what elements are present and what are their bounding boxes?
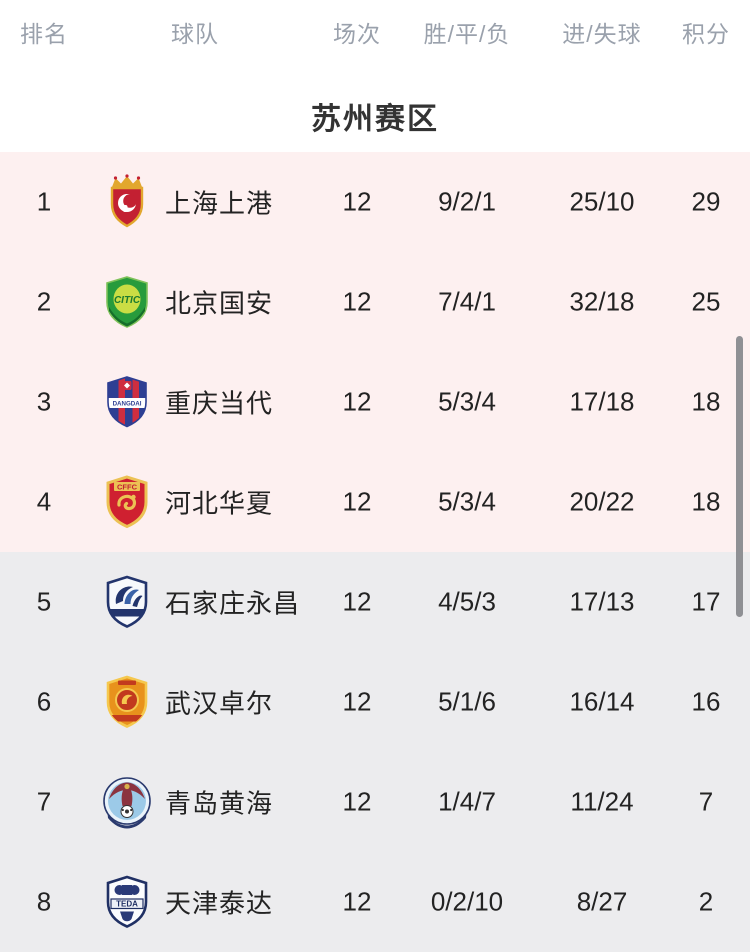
svg-text:CFFC: CFFC: [117, 482, 138, 491]
goals-for-against: 17/18: [569, 386, 635, 417]
beijing-guoan-crest-icon: CITIC: [100, 272, 154, 332]
table-row[interactable]: 5 石家庄永昌 12 4/5/3 17/13 17: [0, 552, 750, 652]
goals-for-against: 20/22: [569, 486, 635, 517]
column-header-matches: 场次: [333, 21, 381, 47]
qingdao-huanghai-crest-icon: [100, 772, 154, 832]
matches-played: 12: [342, 886, 372, 917]
svg-text:DANGDAI: DANGDAI: [113, 401, 142, 408]
column-header-rank: 排名: [20, 21, 68, 47]
svg-text:CITIC: CITIC: [114, 295, 141, 306]
goals-for-against: 17/13: [569, 586, 635, 617]
matches-played: 12: [342, 386, 372, 417]
win-draw-loss: 5/1/6: [438, 686, 496, 717]
goals-for-against: 8/27: [576, 886, 628, 917]
rank-value: 8: [36, 886, 52, 917]
goals-for-against: 11/24: [570, 786, 634, 817]
table-row[interactable]: 7 青岛黄海 12 1/4/7 11/24 7: [0, 752, 750, 852]
rank-value: 7: [36, 786, 52, 817]
win-draw-loss: 1/4/7: [438, 786, 496, 817]
hebei-huaxia-crest-icon: CFFC: [100, 472, 154, 532]
team-name: 武汉卓尔: [165, 688, 274, 719]
points-value: 16: [691, 686, 721, 717]
team-name: 石家庄永昌: [165, 588, 301, 619]
shijiazhuang-yongchang-crest-icon: [100, 572, 154, 632]
table-header-row: 排名 球队 场次 胜/平/负 进/失球 积分: [0, 0, 750, 64]
table-row[interactable]: 6 武汉卓尔 12 5/1/6 16/14 16: [0, 652, 750, 752]
win-draw-loss: 4/5/3: [438, 586, 496, 617]
team-name: 河北华夏: [165, 488, 274, 519]
matches-played: 12: [342, 686, 372, 717]
matches-played: 12: [342, 486, 372, 517]
goals-for-against: 32/18: [569, 286, 635, 317]
column-header-points: 积分: [682, 21, 730, 47]
scrollbar-thumb[interactable]: [736, 336, 743, 617]
rank-value: 6: [36, 686, 52, 717]
table-row[interactable]: 1 上海上港 12 9/2/1 25/10 29: [0, 152, 750, 252]
rank-value: 3: [36, 386, 52, 417]
table-row[interactable]: 8 TEDA 天津泰达 12 0/2/10 8/27 2: [0, 852, 750, 952]
rank-value: 1: [36, 186, 52, 217]
svg-text:TEDA: TEDA: [116, 900, 138, 909]
section-title: 苏州赛区: [311, 103, 439, 136]
table-row[interactable]: 4 CFFC 河北华夏 12 5/3/4 20/22 18: [0, 452, 750, 552]
column-header-win-draw-loss: 胜/平/负: [423, 21, 511, 47]
matches-played: 12: [342, 286, 372, 317]
chongqing-dangdai-crest-icon: DANGDAI: [100, 372, 154, 432]
wuhan-zall-crest-icon: [100, 672, 154, 732]
rank-value: 5: [36, 586, 52, 617]
points-value: 17: [691, 586, 721, 617]
standings-table: 1 上海上港 12 9/2/1 25/10 29 2: [0, 152, 750, 952]
matches-played: 12: [342, 586, 372, 617]
points-value: 18: [691, 386, 721, 417]
matches-played: 12: [342, 786, 372, 817]
table-row[interactable]: 2 CITIC 北京国安 12 7/4/1 32/18 25: [0, 252, 750, 352]
win-draw-loss: 7/4/1: [438, 286, 496, 317]
team-name: 上海上港: [165, 188, 274, 219]
goals-for-against: 16/14: [569, 686, 635, 717]
points-value: 29: [691, 186, 721, 217]
column-header-goals-for-against: 进/失球: [562, 21, 642, 47]
rank-value: 2: [36, 286, 52, 317]
table-row[interactable]: 3 DANGDAI 重庆当代 12 5/3/: [0, 352, 750, 452]
column-header-team: 球队: [171, 21, 219, 47]
win-draw-loss: 0/2/10: [430, 886, 504, 917]
team-name: 重庆当代: [165, 388, 274, 419]
team-name: 北京国安: [165, 288, 274, 319]
win-draw-loss: 9/2/1: [438, 186, 496, 217]
goals-for-against: 25/10: [569, 186, 635, 217]
points-value: 18: [691, 486, 721, 517]
win-draw-loss: 5/3/4: [438, 486, 496, 517]
shanghai-sipg-crest-icon: [100, 172, 154, 232]
team-name: 天津泰达: [165, 888, 274, 919]
matches-played: 12: [342, 186, 372, 217]
points-value: 25: [691, 286, 721, 317]
points-value: 2: [698, 886, 714, 917]
win-draw-loss: 5/3/4: [438, 386, 496, 417]
team-name: 青岛黄海: [165, 788, 274, 819]
points-value: 7: [698, 786, 714, 817]
rank-value: 4: [36, 486, 52, 517]
tianjin-teda-crest-icon: TEDA: [100, 872, 154, 932]
